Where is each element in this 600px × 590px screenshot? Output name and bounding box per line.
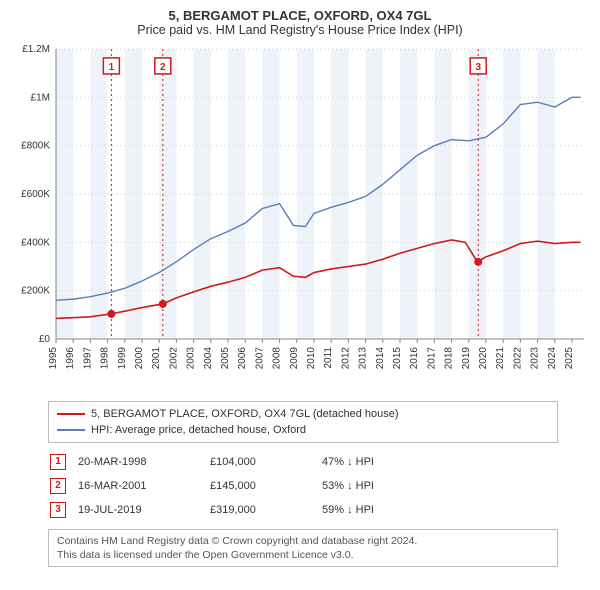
marker-number-box: 3 bbox=[50, 502, 66, 518]
marker-delta: 59% ↓ HPI bbox=[322, 499, 384, 521]
svg-text:£1M: £1M bbox=[31, 92, 50, 103]
svg-text:2009: 2009 bbox=[289, 347, 300, 370]
svg-text:2008: 2008 bbox=[272, 347, 283, 370]
svg-text:2023: 2023 bbox=[530, 347, 541, 370]
legend-label: 5, BERGAMOT PLACE, OXFORD, OX4 7GL (deta… bbox=[91, 406, 399, 422]
svg-text:1998: 1998 bbox=[100, 347, 111, 370]
svg-text:2025: 2025 bbox=[564, 347, 575, 370]
footer-line: This data is licensed under the Open Gov… bbox=[57, 548, 549, 562]
svg-text:2003: 2003 bbox=[186, 347, 197, 370]
svg-text:2016: 2016 bbox=[409, 347, 420, 370]
svg-text:2007: 2007 bbox=[254, 347, 265, 370]
marker-price: £104,000 bbox=[210, 451, 320, 473]
svg-text:2020: 2020 bbox=[478, 347, 489, 370]
svg-text:2013: 2013 bbox=[358, 347, 369, 370]
svg-text:2021: 2021 bbox=[495, 347, 506, 370]
svg-text:2005: 2005 bbox=[220, 347, 231, 370]
legend-item: 5, BERGAMOT PLACE, OXFORD, OX4 7GL (deta… bbox=[57, 406, 549, 422]
marker-number-box: 2 bbox=[50, 478, 66, 494]
svg-text:2004: 2004 bbox=[203, 347, 214, 370]
svg-text:1995: 1995 bbox=[48, 347, 59, 370]
legend-label: HPI: Average price, detached house, Oxfo… bbox=[91, 422, 306, 438]
svg-text:1996: 1996 bbox=[65, 347, 76, 370]
marker-delta: 47% ↓ HPI bbox=[322, 451, 384, 473]
svg-text:2024: 2024 bbox=[547, 347, 558, 370]
page-title: 5, BERGAMOT PLACE, OXFORD, OX4 7GL bbox=[10, 8, 590, 23]
markers-table: 1 20-MAR-1998£104,00047% ↓ HPI 2 16-MAR-200… bbox=[48, 449, 386, 523]
svg-text:2000: 2000 bbox=[134, 347, 145, 370]
legend-swatch bbox=[57, 429, 85, 431]
svg-text:2001: 2001 bbox=[151, 347, 162, 370]
svg-text:2014: 2014 bbox=[375, 347, 386, 370]
marker-delta: 53% ↓ HPI bbox=[322, 475, 384, 497]
marker-row: 3 19-JUL-2019£319,00059% ↓ HPI bbox=[50, 499, 384, 521]
svg-text:£800K: £800K bbox=[21, 141, 50, 152]
legend-item: HPI: Average price, detached house, Oxfo… bbox=[57, 422, 549, 438]
svg-text:2006: 2006 bbox=[237, 347, 248, 370]
svg-text:2022: 2022 bbox=[512, 347, 523, 370]
svg-text:£200K: £200K bbox=[21, 286, 50, 297]
svg-text:2011: 2011 bbox=[323, 347, 334, 369]
price-chart: £0 £200K £400K £600K £800K £1M £1.2M 1995 1996 19… bbox=[10, 45, 590, 395]
page-subtitle: Price paid vs. HM Land Registry's House … bbox=[10, 23, 590, 37]
marker-date: 19-JUL-2019 bbox=[78, 499, 208, 521]
svg-text:3: 3 bbox=[475, 62, 481, 73]
legend-box: 5, BERGAMOT PLACE, OXFORD, OX4 7GL (deta… bbox=[48, 401, 558, 443]
marker-price: £319,000 bbox=[210, 499, 320, 521]
svg-text:£600K: £600K bbox=[21, 189, 50, 200]
legend-swatch bbox=[57, 413, 85, 415]
svg-text:£400K: £400K bbox=[21, 237, 50, 248]
svg-text:2018: 2018 bbox=[444, 347, 455, 370]
svg-text:2012: 2012 bbox=[340, 347, 351, 370]
footer-line: Contains HM Land Registry data © Crown c… bbox=[57, 534, 549, 548]
marker-number-box: 1 bbox=[50, 454, 66, 470]
svg-text:2019: 2019 bbox=[461, 347, 472, 370]
svg-text:2017: 2017 bbox=[426, 347, 437, 370]
marker-date: 20-MAR-1998 bbox=[78, 451, 208, 473]
svg-text:1999: 1999 bbox=[117, 347, 128, 370]
svg-text:1: 1 bbox=[109, 62, 115, 73]
svg-text:2: 2 bbox=[160, 62, 166, 73]
svg-text:1997: 1997 bbox=[82, 347, 93, 370]
svg-text:2002: 2002 bbox=[168, 347, 179, 370]
svg-text:£1.2M: £1.2M bbox=[22, 45, 50, 55]
marker-row: 1 20-MAR-1998£104,00047% ↓ HPI bbox=[50, 451, 384, 473]
marker-row: 2 16-MAR-2001£145,00053% ↓ HPI bbox=[50, 475, 384, 497]
marker-price: £145,000 bbox=[210, 475, 320, 497]
svg-text:£0: £0 bbox=[39, 334, 51, 345]
svg-text:2010: 2010 bbox=[306, 347, 317, 370]
svg-text:2015: 2015 bbox=[392, 347, 403, 370]
license-footer: Contains HM Land Registry data © Crown c… bbox=[48, 529, 558, 567]
marker-date: 16-MAR-2001 bbox=[78, 475, 208, 497]
